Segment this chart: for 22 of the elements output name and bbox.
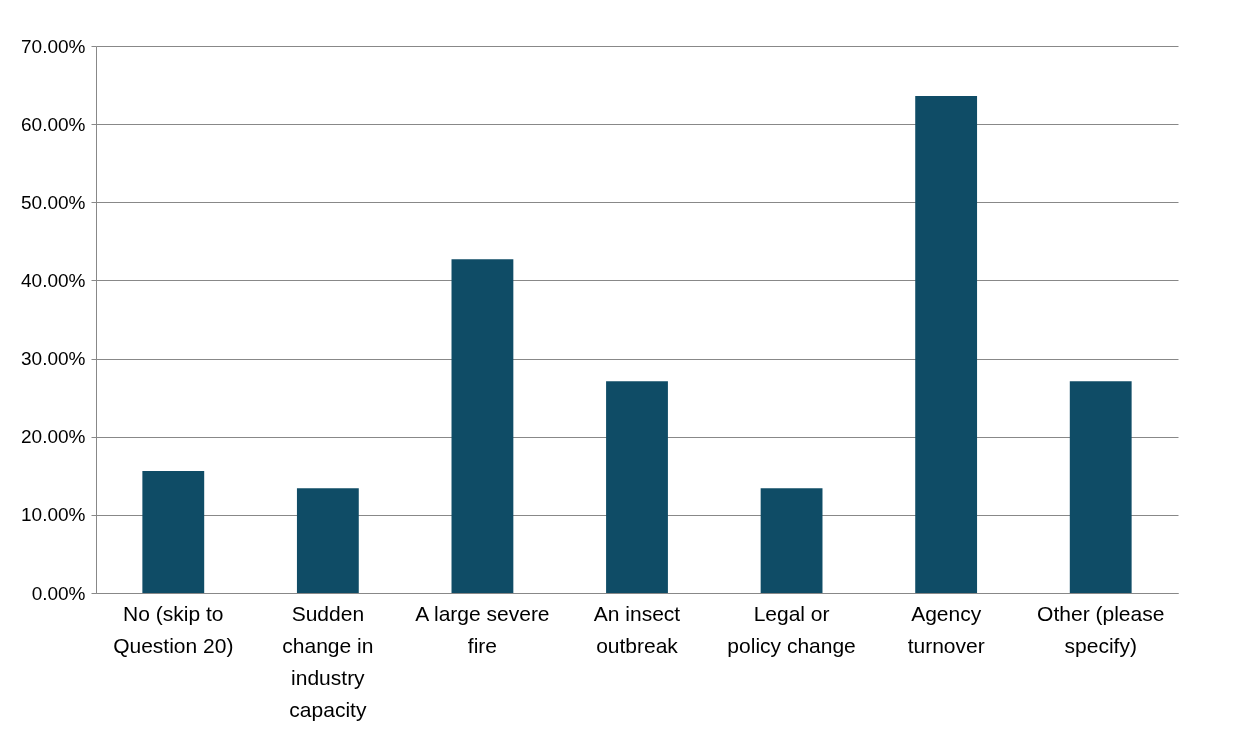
x-tick-label: A large severe fire: [415, 601, 550, 657]
bar: [606, 381, 668, 593]
y-tick-label: 10.00%: [21, 504, 86, 526]
y-tick-label: 60.00%: [21, 113, 86, 135]
y-tick-label: 40.00%: [21, 269, 86, 291]
x-tick-label: An insect outbreak: [593, 601, 681, 657]
x-tick-label: Legal or policy change: [727, 601, 856, 657]
y-tick-label: 70.00%: [21, 35, 86, 57]
y-tick-label: 50.00%: [21, 191, 86, 213]
bar: [760, 488, 823, 593]
bar: [451, 259, 514, 593]
x-tick-label: Agency turnover: [907, 601, 985, 657]
bar: [296, 488, 359, 593]
y-tick-label: 0.00%: [31, 582, 86, 604]
x-tick-label: Other (please specify): [1037, 601, 1165, 657]
bar: [915, 96, 978, 593]
bar: [1069, 381, 1132, 593]
y-tick-label: 20.00%: [21, 426, 86, 448]
y-tick-label: 30.00%: [21, 348, 86, 370]
x-tick-label: Sudden change in industry capacity: [282, 601, 374, 721]
x-tick-label: No (skip to Question 20): [113, 601, 234, 657]
bar: [142, 471, 205, 593]
